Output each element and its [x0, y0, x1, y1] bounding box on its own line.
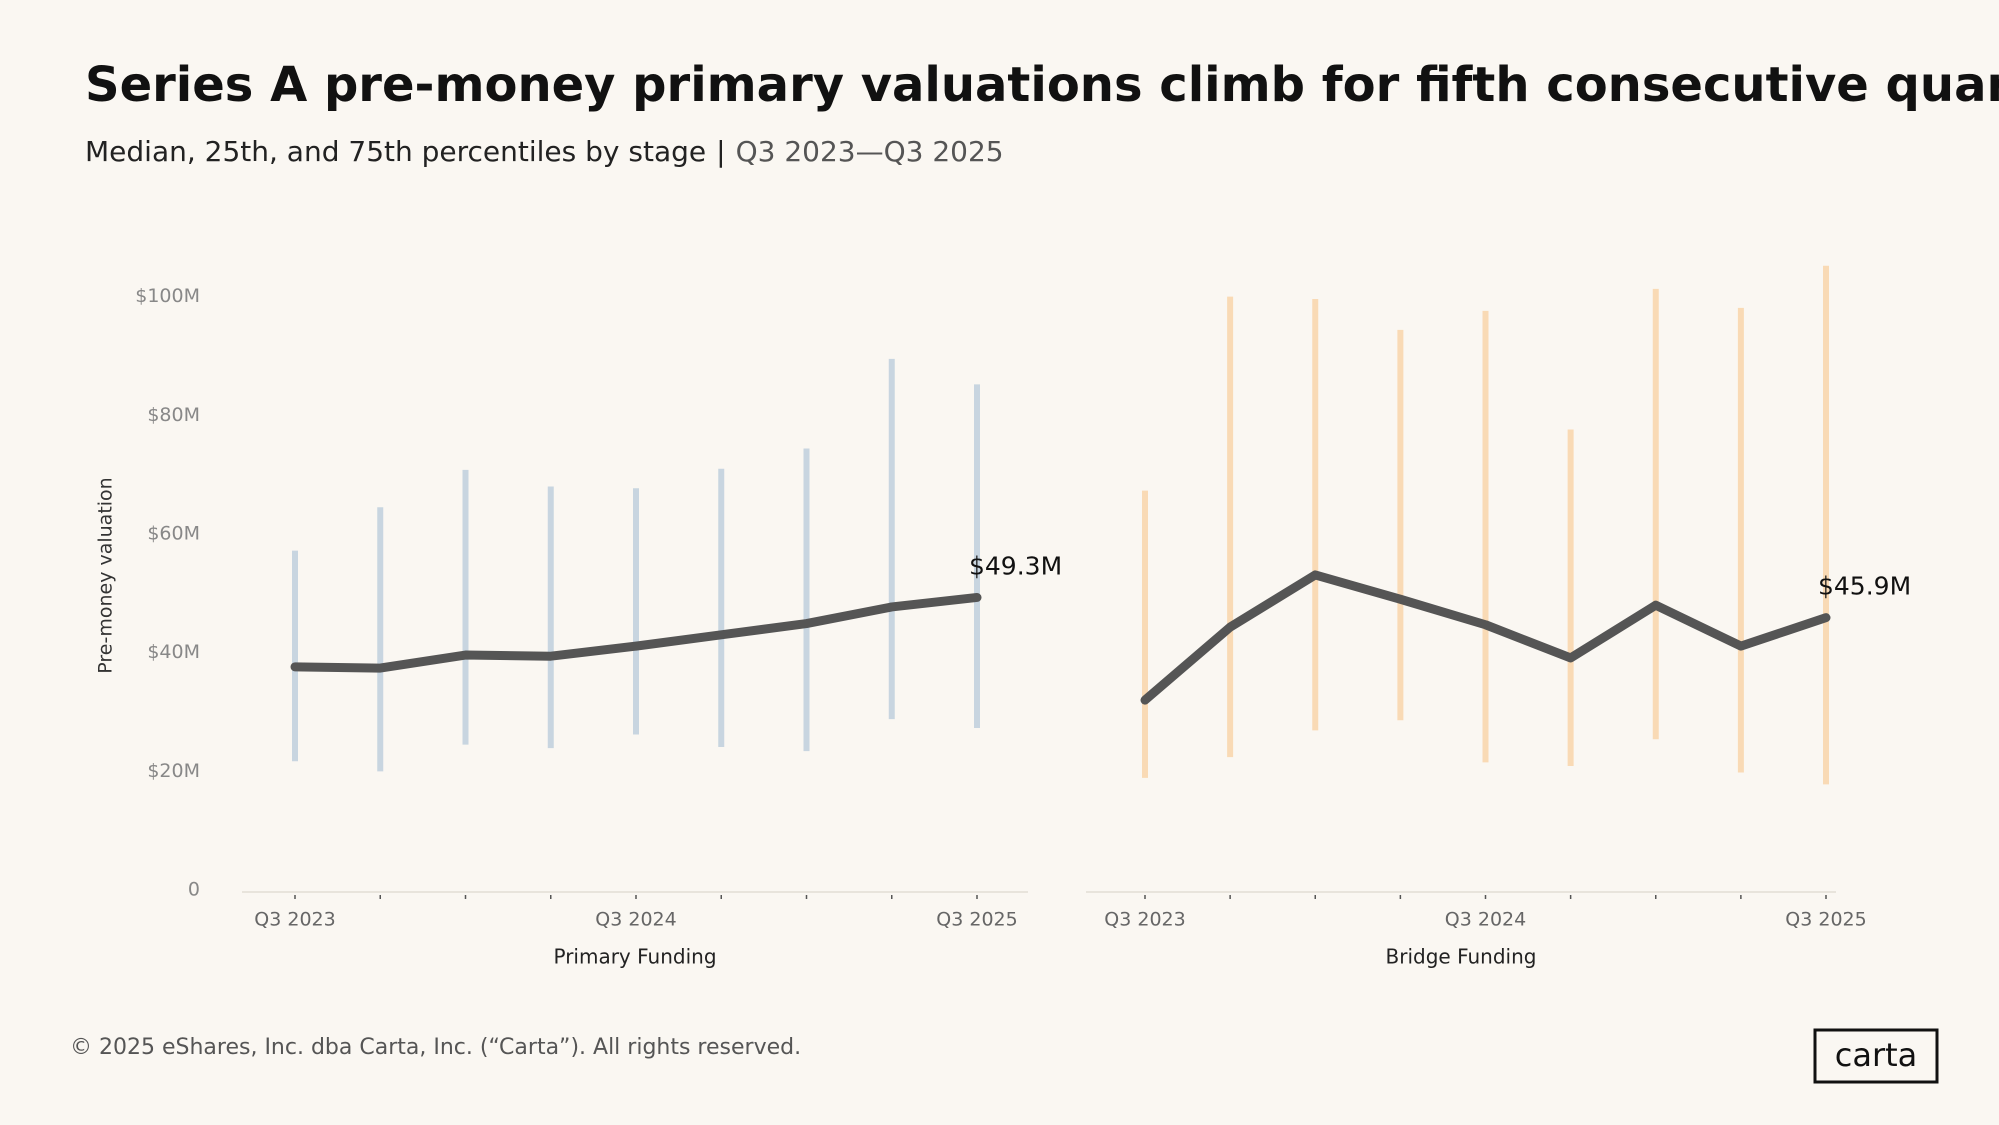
x-tick-label: Q3 2024	[595, 909, 676, 931]
x-tick-label: Q3 2023	[1104, 909, 1185, 931]
footer: © 2025 eShares, Inc. dba Carta, Inc. (“C…	[70, 1035, 801, 1060]
subtitle: Median, 25th, and 75th percentiles by st…	[85, 135, 706, 168]
y-tick-label: $80M	[147, 404, 200, 426]
x-axis-label: Bridge Funding	[1386, 945, 1537, 969]
x-tick-label: Q3 2024	[1445, 909, 1526, 931]
y-axis-label: Pre-money valuation	[95, 477, 117, 673]
logo: carta	[1835, 1036, 1918, 1074]
median-line	[290, 592, 982, 673]
separator: |	[716, 135, 725, 168]
subtitle-range: Q3 2023—Q3 2025	[736, 135, 1004, 168]
logo-box	[1813, 1028, 1939, 1084]
x-tick-label: Q3 2023	[254, 909, 335, 931]
y-tick-label: $100M	[135, 285, 200, 307]
title: Series A pre-money primary valuations cl…	[85, 57, 1999, 113]
y-tick-label: 0	[188, 879, 200, 901]
x-axis-label: Primary Funding	[553, 945, 716, 969]
value-label: $49.3M	[969, 551, 1062, 580]
x-tick-label: Q3 2025	[1785, 909, 1866, 931]
y-tick-label: $20M	[147, 760, 200, 782]
y-tick-label: $60M	[147, 522, 200, 544]
median-line	[1140, 570, 1831, 705]
x-tick-label: Q3 2025	[936, 909, 1017, 931]
value-label: $45.9M	[1818, 572, 1911, 601]
y-tick-label: $40M	[147, 641, 200, 663]
